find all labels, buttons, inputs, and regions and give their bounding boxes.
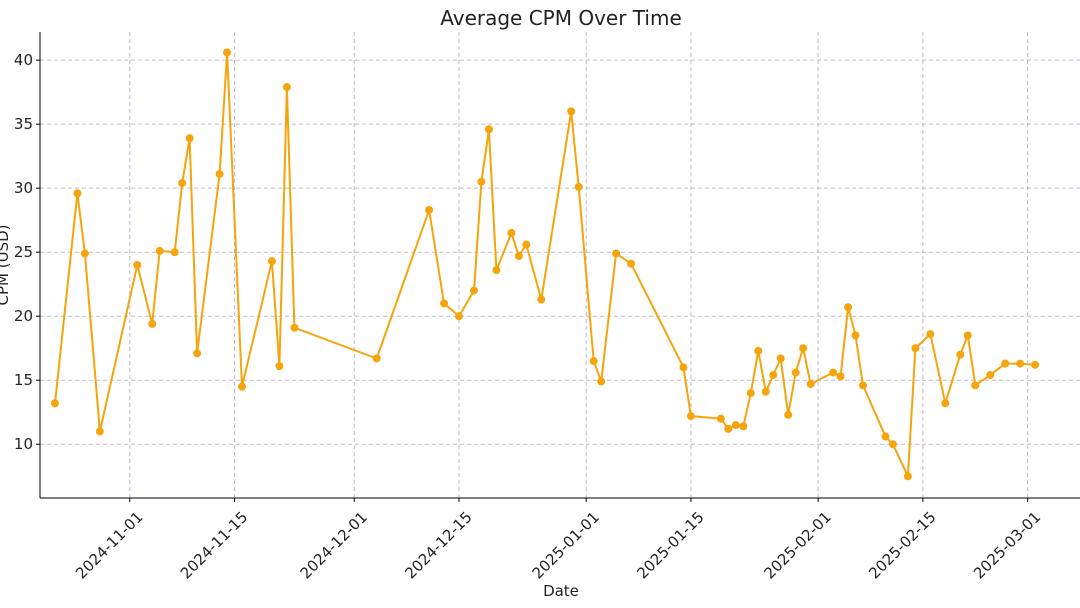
data-point: [73, 189, 82, 198]
data-point: [155, 246, 164, 255]
data-point: [275, 362, 284, 371]
x-tick-label: 2025-01-15: [633, 508, 707, 582]
data-point: [193, 349, 202, 358]
data-point: [282, 83, 291, 92]
data-point: [170, 248, 179, 257]
x-axis-label: Date: [543, 582, 579, 600]
y-tick-label: 30: [14, 179, 33, 197]
data-point: [574, 182, 583, 191]
x-tick-label: 2024-12-01: [297, 508, 371, 582]
data-point: [178, 179, 187, 188]
data-point: [95, 427, 104, 436]
x-ticks: 2024-11-01 2024-11-15 2024-12-01 2024-12-15…: [72, 498, 1044, 582]
data-point: [477, 177, 486, 186]
data-point: [963, 331, 972, 340]
data-point: [806, 380, 815, 389]
y-tick-label: 25: [14, 243, 33, 261]
x-tick-label: 2025-01-01: [529, 508, 603, 582]
x-tick-label: 2024-11-01: [72, 508, 146, 582]
data-point: [1016, 359, 1025, 368]
y-ticks: 10 15 20 25 30 35 40: [14, 51, 40, 453]
series-line: [54, 51, 1036, 478]
axes: [39, 32, 1080, 499]
data-point: [185, 134, 194, 143]
data-point: [836, 372, 845, 381]
plot-area: [50, 48, 1040, 481]
data-point: [80, 249, 89, 258]
data-point: [50, 399, 59, 408]
data-point: [507, 228, 516, 237]
data-point: [799, 344, 808, 353]
y-tick-label: 10: [14, 435, 33, 453]
data-point: [597, 377, 606, 386]
data-point: [829, 368, 838, 377]
data-point: [148, 319, 157, 328]
chart-title: Average CPM Over Time: [440, 6, 682, 30]
data-point: [589, 357, 598, 366]
data-point: [761, 387, 770, 396]
data-point: [223, 48, 232, 57]
x-tick-label: 2024-12-15: [401, 508, 475, 582]
data-point: [911, 344, 920, 353]
y-tick-label: 20: [14, 307, 33, 325]
data-point: [986, 371, 995, 380]
data-point: [454, 312, 463, 321]
data-point: [133, 261, 142, 269]
x-tick-label: 2025-03-01: [970, 508, 1044, 582]
data-point: [492, 266, 501, 275]
data-point: [769, 371, 778, 380]
data-point: [290, 323, 299, 332]
data-point: [739, 422, 748, 431]
data-point: [956, 350, 965, 359]
data-point: [971, 381, 980, 390]
data-point: [372, 354, 381, 363]
data-point: [881, 432, 890, 441]
data-point: [537, 295, 546, 304]
data-point: [859, 381, 868, 390]
data-point: [469, 286, 478, 295]
data-point: [425, 205, 434, 214]
data-point: [754, 346, 763, 355]
y-tick-label: 15: [14, 371, 33, 389]
data-point: [716, 414, 725, 423]
data-point: [522, 240, 531, 249]
data-point: [776, 354, 785, 363]
y-tick-label: 40: [14, 51, 33, 69]
data-point: [1031, 360, 1040, 369]
data-point: [215, 170, 224, 179]
y-tick-label: 35: [14, 115, 33, 133]
data-point: [686, 412, 695, 421]
x-tick-label: 2024-11-15: [177, 508, 251, 582]
data-point: [484, 125, 493, 134]
data-point: [888, 440, 897, 449]
data-point: [941, 399, 950, 408]
data-point: [440, 299, 449, 308]
data-point: [1001, 359, 1010, 368]
data-point: [926, 330, 935, 339]
data-point: [791, 368, 800, 377]
x-tick-label: 2025-02-01: [761, 508, 835, 582]
data-point: [514, 252, 523, 261]
data-point: [627, 259, 636, 268]
data-point: [679, 363, 688, 372]
data-point: [844, 303, 853, 312]
data-point: [851, 331, 860, 340]
data-point: [724, 424, 733, 433]
data-point: [746, 389, 755, 398]
data-point: [567, 107, 576, 116]
data-point: [731, 421, 740, 430]
y-axis-label: CPM (USD): [0, 225, 12, 306]
data-point: [784, 410, 793, 419]
grid: [40, 32, 1080, 498]
x-tick-label: 2025-02-15: [865, 508, 939, 582]
data-point: [267, 257, 276, 266]
data-point: [903, 472, 912, 481]
data-point: [238, 382, 247, 391]
data-point: [612, 249, 621, 258]
